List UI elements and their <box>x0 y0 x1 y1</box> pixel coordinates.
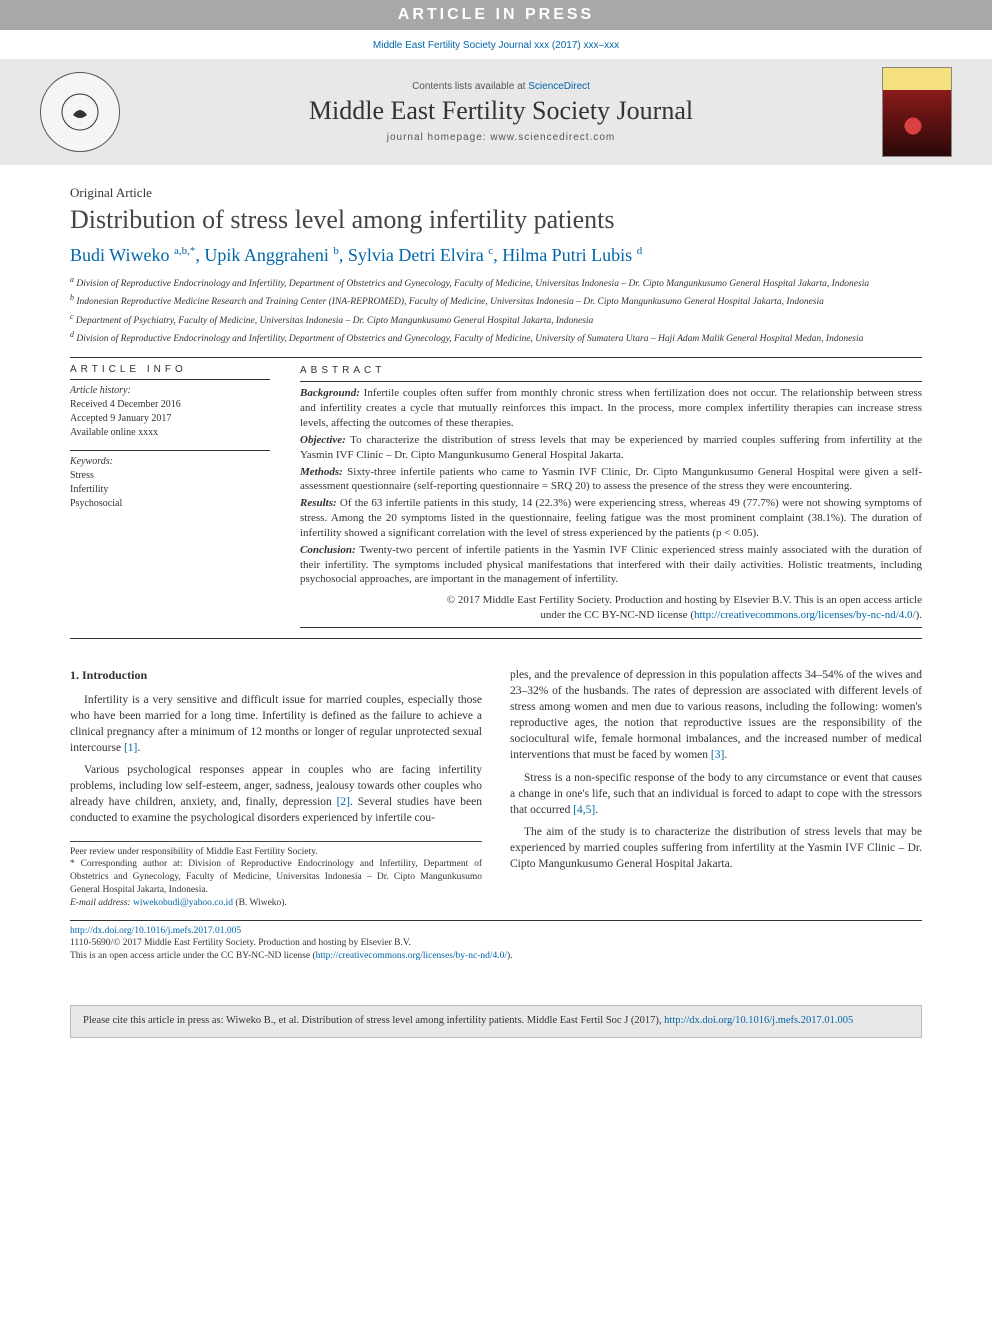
journal-cover-thumb <box>882 67 952 157</box>
keyword: Stress <box>70 469 270 483</box>
citation-ref[interactable]: [3] <box>711 749 724 761</box>
citation-ref[interactable]: [4,5] <box>573 804 595 816</box>
affiliation-line: a Division of Reproductive Endocrinology… <box>70 274 922 291</box>
journal-homepage: journal homepage: www.sciencedirect.com <box>140 132 862 143</box>
abstract-objective: Objective: To characterize the distribut… <box>300 433 922 463</box>
article-in-press-banner: ARTICLE IN PRESS <box>0 0 992 30</box>
please-cite-box: Please cite this article in press as: Wi… <box>70 1005 922 1038</box>
sciencedirect-link[interactable]: ScienceDirect <box>528 81 590 92</box>
cite-doi-link[interactable]: http://dx.doi.org/10.1016/j.mefs.2017.01… <box>664 1015 853 1026</box>
body-column-right: ples, and the prevalence of depression i… <box>510 667 922 910</box>
history-received: Received 4 December 2016 <box>70 398 270 412</box>
footnotes: Peer review under responsibility of Midd… <box>70 841 482 910</box>
abstract-column: ABSTRACT Background: Infertile couples o… <box>300 364 922 632</box>
keywords-label: Keywords: <box>70 455 270 469</box>
affiliation-line: b Indonesian Reproductive Medicine Resea… <box>70 292 922 309</box>
doi-block: http://dx.doi.org/10.1016/j.mefs.2017.01… <box>70 920 922 963</box>
journal-masthead: Contents lists available at ScienceDirec… <box>0 59 992 165</box>
affiliations: a Division of Reproductive Endocrinology… <box>70 274 922 347</box>
abstract-results: Results: Of the 63 infertile patients in… <box>300 496 922 541</box>
abstract-copyright: © 2017 Middle East Fertility Society. Pr… <box>300 593 922 608</box>
history-online: Available online xxxx <box>70 426 270 440</box>
divider <box>70 638 922 639</box>
body-paragraph: Various psychological responses appear i… <box>70 762 482 826</box>
doi-license-line: This is an open access article under the… <box>70 950 922 963</box>
abstract-methods: Methods: Sixty-three infertile patients … <box>300 465 922 495</box>
body-paragraph: Stress is a non-specific response of the… <box>510 770 922 818</box>
issn-line: 1110-5690/© 2017 Middle East Fertility S… <box>70 937 922 950</box>
history-label: Article history: <box>70 384 270 398</box>
society-logo <box>40 72 120 152</box>
divider <box>70 357 922 358</box>
email-line: E-mail address: wiwekobudi@yahoo.co.id (… <box>70 897 482 910</box>
affiliation-line: c Department of Psychiatry, Faculty of M… <box>70 311 922 328</box>
citation-ref[interactable]: [2] <box>337 796 350 808</box>
citation-ref[interactable]: [1] <box>124 742 137 754</box>
abstract-license: under the CC BY-NC-ND license (http://cr… <box>300 608 922 623</box>
license-link[interactable]: http://creativecommons.org/licenses/by-n… <box>694 609 916 621</box>
doi-link[interactable]: http://dx.doi.org/10.1016/j.mefs.2017.01… <box>70 926 241 936</box>
authors-list: Budi Wiweko a,b,*, Upik Anggraheni b, Sy… <box>70 245 922 266</box>
history-accepted: Accepted 9 January 2017 <box>70 412 270 426</box>
masthead-center: Contents lists available at ScienceDirec… <box>140 81 862 143</box>
keyword: Infertility <box>70 483 270 497</box>
keyword: Psychosocial <box>70 497 270 511</box>
journal-name: Middle East Fertility Society Journal <box>140 96 862 126</box>
article-title: Distribution of stress level among infer… <box>70 205 922 235</box>
body-paragraph: The aim of the study is to characterize … <box>510 824 922 872</box>
article-type: Original Article <box>70 185 922 201</box>
contents-available-line: Contents lists available at ScienceDirec… <box>140 81 862 92</box>
affiliation-line: d Division of Reproductive Endocrinology… <box>70 329 922 346</box>
citation-top: Middle East Fertility Society Journal xx… <box>0 30 992 59</box>
body-column-left: 1. Introduction Infertility is a very se… <box>70 667 482 910</box>
section-1-heading: 1. Introduction <box>70 667 482 684</box>
corresponding-author-note: * Corresponding author at: Division of R… <box>70 858 482 896</box>
body-paragraph: ples, and the prevalence of depression i… <box>510 667 922 764</box>
contents-prefix: Contents lists available at <box>412 81 528 92</box>
article-info-column: ARTICLE INFO Article history: Received 4… <box>70 364 270 632</box>
abstract-conclusion: Conclusion: Twenty-two percent of infert… <box>300 543 922 588</box>
author-email[interactable]: wiwekobudi@yahoo.co.id <box>133 898 233 908</box>
article-info-heading: ARTICLE INFO <box>70 364 270 375</box>
body-paragraph: Infertility is a very sensitive and diff… <box>70 692 482 756</box>
abstract-background: Background: Infertile couples often suff… <box>300 386 922 431</box>
body-two-column: 1. Introduction Infertility is a very se… <box>70 667 922 910</box>
license-link[interactable]: http://creativecommons.org/licenses/by-n… <box>316 951 507 961</box>
abstract-heading: ABSTRACT <box>300 364 922 378</box>
peer-review-note: Peer review under responsibility of Midd… <box>70 846 482 859</box>
